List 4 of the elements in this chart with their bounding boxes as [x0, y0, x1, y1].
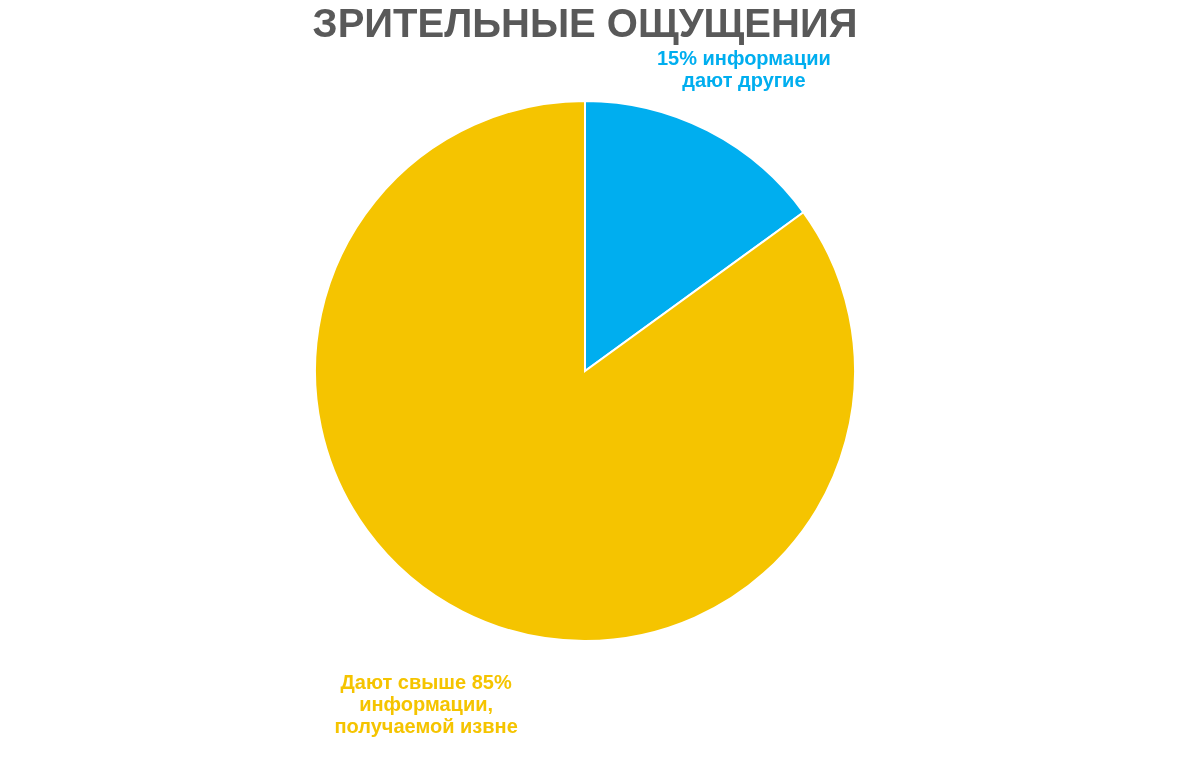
slice-label: 15% информации дают другие	[656, 47, 831, 92]
chart-title: ЗРИТЕЛЬНЫЕ ОЩУЩЕНИЯ	[312, 1, 858, 46]
slice-label: Дают свыше 85% информации, получаемой извне	[334, 670, 518, 737]
pie-slice	[314, 100, 856, 642]
